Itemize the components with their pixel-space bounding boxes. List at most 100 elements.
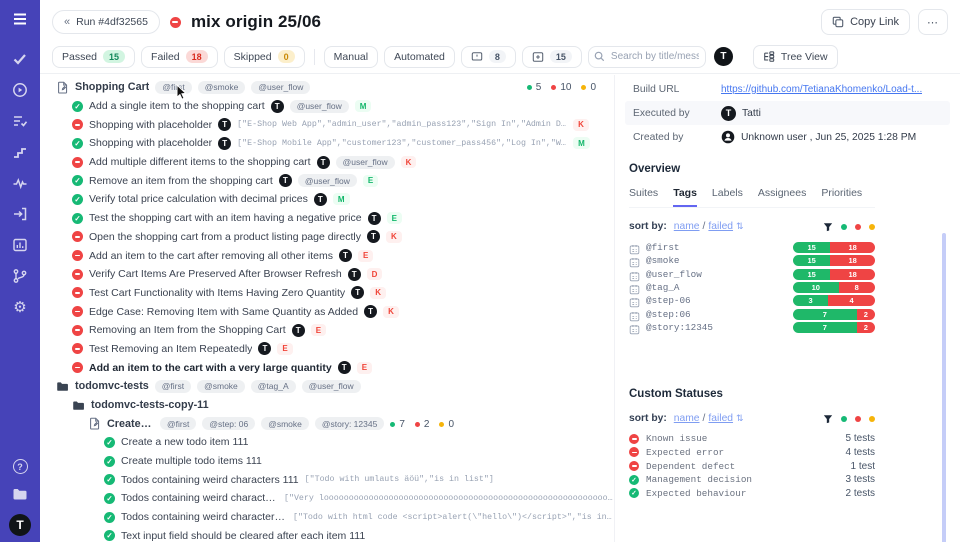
folder-row[interactable]: todomvc-tests-copy-11 [40, 396, 614, 415]
test-row[interactable]: ✓ Add a single item to the shopping cart T… [40, 97, 614, 116]
filter-user-avatar[interactable]: T [713, 47, 733, 66]
tree-view-button[interactable]: Tree View [752, 44, 838, 69]
test-row[interactable]: Test Cart Functionality with Items Havin… [40, 284, 614, 303]
tab-tags[interactable]: Tags [673, 187, 697, 207]
test-row[interactable]: ✓ Create multiple todo items 111 [40, 452, 614, 471]
sort-by-label: sort by: [629, 413, 667, 425]
failed-dot-toggle[interactable] [855, 415, 861, 422]
steps-icon[interactable] [11, 143, 29, 161]
panel-scrollbar[interactable] [942, 233, 946, 542]
test-row[interactable]: Open the shopping cart from a product li… [40, 228, 614, 247]
tag-chip[interactable]: @tag_A [250, 379, 296, 393]
sign-in-icon[interactable] [11, 205, 29, 223]
list-check-icon[interactable] [11, 112, 29, 130]
branch-icon[interactable] [11, 267, 29, 285]
tag-chip[interactable]: @first [154, 379, 192, 393]
test-row[interactable]: ✓ Todos containing weird characters 111 ["… [40, 470, 614, 489]
custom-status-row[interactable]: ✓ Management decision 3 tests [629, 473, 875, 487]
sort-name-link[interactable]: name [673, 413, 700, 425]
tag-chip[interactable]: @step: 06 [202, 417, 256, 431]
test-row[interactable]: Shopping with placeholder T ["E-Shop Web A… [40, 115, 614, 134]
gear-icon[interactable]: ⚙ [13, 298, 27, 316]
tag-stats-row[interactable]: @smoke 15 18 [629, 254, 875, 268]
test-title: Test Removing an Item Repeatedly [89, 342, 253, 355]
test-row[interactable]: ✓ Create a new todo item 111 [40, 433, 614, 452]
copy-link-button[interactable]: Copy Link [821, 9, 910, 35]
tag-chip[interactable]: @smoke [261, 417, 309, 431]
build-url-link[interactable]: https://github.com/TetianaKhomenko/Load-… [721, 83, 923, 95]
tag-chip[interactable]: @user_flow [297, 174, 357, 188]
comments-count-badge: 8 [488, 50, 506, 63]
tab-suites[interactable]: Suites [629, 187, 659, 199]
tag-chip[interactable]: @user_flow [301, 379, 361, 393]
test-row[interactable]: ✓ Test the shopping cart with an item hav… [40, 209, 614, 228]
failed-dot-toggle[interactable] [855, 223, 861, 230]
tag-stats-row[interactable]: @step:06 7 2 [629, 307, 875, 321]
tag-stats-row[interactable]: @story:12345 7 2 [629, 321, 875, 335]
suite-file-icon [56, 81, 69, 94]
check-icon[interactable] [11, 50, 29, 68]
tag-chip[interactable]: @story: 12345 [314, 417, 385, 431]
tag-stats-row[interactable]: @first 15 18 [629, 241, 875, 255]
pulse-icon[interactable] [11, 174, 29, 192]
tab-assignees[interactable]: Assignees [757, 187, 807, 199]
funnel-icon[interactable] [823, 222, 833, 232]
test-row[interactable]: Test Removing an Item Repeatedly T E [40, 340, 614, 359]
folder-row[interactable]: todomvc-tests @first @smoke @tag_A @user_flo… [40, 377, 614, 396]
tag-chip[interactable]: @first [155, 80, 192, 94]
more-options-button[interactable]: ⋯ [918, 9, 948, 35]
test-row[interactable]: ✓ Todos containing weird characters 111 ["… [40, 508, 614, 527]
tag-chip[interactable]: @smoke [197, 80, 246, 94]
tag-stats-row[interactable]: @user_flow 15 18 [629, 268, 875, 281]
filter-failed[interactable]: Failed 18 [141, 45, 218, 68]
menu-icon[interactable] [11, 10, 29, 28]
test-row[interactable]: Edge Case: Removing Item with Same Quant… [40, 302, 614, 321]
user-avatar[interactable]: T [9, 514, 31, 536]
tag-chip[interactable]: @user_flow [335, 155, 395, 169]
sort-failed-link[interactable]: failed [708, 221, 734, 232]
test-row[interactable]: Add an item to the cart with a very larg… [40, 358, 614, 377]
filter-passed[interactable]: Passed 15 [52, 45, 136, 68]
filter-skipped[interactable]: Skipped 0 [223, 45, 305, 68]
tag-chip[interactable]: @user_flow [251, 80, 311, 94]
skipped-dot-toggle[interactable] [869, 223, 875, 230]
filter-manual[interactable]: Manual [323, 45, 379, 68]
test-row[interactable]: Removing an Item from the Shopping Cart T… [40, 321, 614, 340]
comments-filter[interactable]: 8 [460, 45, 516, 68]
notes-filter[interactable]: 15 [521, 45, 582, 68]
custom-status-row[interactable]: Expected error 4 tests [629, 446, 875, 460]
tag-chip[interactable]: @smoke [197, 379, 245, 393]
custom-status-row[interactable]: ✓ Expected behaviour 2 tests [629, 486, 875, 500]
test-row[interactable]: ✓ Verify total price calculation with dec… [40, 190, 614, 209]
tag-stats-row[interactable]: @tag_A 10 8 [629, 281, 875, 295]
search-input[interactable] [587, 45, 706, 68]
test-row[interactable]: ✓ Remove an item from the shopping cart T @… [40, 171, 614, 190]
test-row[interactable]: ✓ Shopping with placeholder T ["E-Shop Mobi… [40, 134, 614, 153]
help-icon[interactable]: ? [12, 459, 28, 474]
sort-name-link[interactable]: name [673, 221, 700, 232]
play-circle-icon[interactable] [11, 81, 29, 99]
projects-folder-icon[interactable] [11, 485, 29, 503]
suite-row[interactable]: Create Todos 111 @first @step: 06 @smoke @st… [40, 414, 614, 433]
tab-priorities[interactable]: Priorities [821, 187, 863, 199]
test-row[interactable]: ✓ Text input field should be cleared afte… [40, 527, 614, 542]
filter-automated[interactable]: Automated [384, 45, 455, 68]
skipped-dot-toggle[interactable] [869, 415, 875, 422]
custom-status-row[interactable]: Dependent defect 1 test [629, 459, 875, 473]
passed-dot-toggle[interactable] [841, 415, 847, 422]
funnel-icon[interactable] [823, 414, 833, 424]
bar-chart-icon[interactable] [11, 236, 29, 254]
test-row[interactable]: Add multiple different items to the shop… [40, 153, 614, 172]
suite-row[interactable]: Shopping Cart @first @smoke @user_flow 5 10 0 [40, 78, 614, 97]
test-row[interactable]: Verify Cart Items Are Preserved After Br… [40, 265, 614, 284]
tab-labels[interactable]: Labels [711, 187, 743, 199]
tag-stats-row[interactable]: @step-06 3 4 [629, 294, 875, 308]
run-id-button[interactable]: « Run #4df32565 [52, 10, 160, 34]
test-row[interactable]: ✓ Todos containing weird characters 111 ["… [40, 489, 614, 508]
tag-chip[interactable]: @first [160, 417, 197, 431]
custom-status-row[interactable]: Known issue 5 tests [629, 432, 875, 446]
test-row[interactable]: Add an item to the cart after removing a… [40, 246, 614, 265]
passed-dot-toggle[interactable] [841, 223, 847, 230]
tag-chip[interactable]: @user_flow [289, 99, 349, 113]
sort-failed-link[interactable]: failed [708, 413, 734, 425]
